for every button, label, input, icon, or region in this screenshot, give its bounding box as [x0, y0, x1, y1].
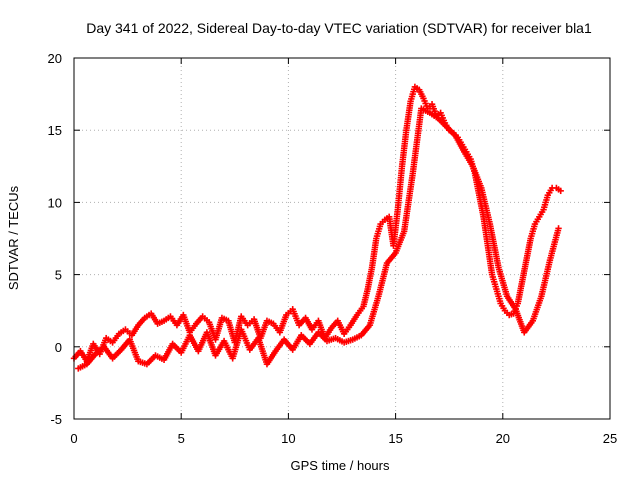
y-tick-label: 0 [55, 340, 62, 355]
x-axis-label: GPS time / hours [291, 458, 390, 473]
data-points [70, 83, 564, 372]
x-tick-label: 15 [388, 431, 402, 446]
x-tick-label: 10 [281, 431, 295, 446]
y-tick-label: 20 [48, 51, 62, 66]
x-tick-label: 5 [178, 431, 185, 446]
y-axis-label: SDTVAR / TECUs [6, 185, 21, 290]
x-tick-label: 25 [603, 431, 617, 446]
y-tick-label: 5 [55, 268, 62, 283]
x-tick-label: 20 [496, 431, 510, 446]
chart-title: Day 341 of 2022, Sidereal Day-to-day VTE… [86, 20, 592, 36]
data-point [557, 187, 564, 195]
y-tick-label: 10 [48, 195, 62, 210]
tick-labels: 0 5 10 15 20 25 -5 0 5 10 15 20 [48, 51, 618, 446]
data-point [555, 225, 562, 232]
y-tick-label: -5 [50, 412, 62, 427]
y-tick-label: 15 [48, 123, 62, 138]
plot-frame [73, 57, 611, 420]
x-tick-label: 0 [70, 431, 77, 446]
axis-ticks [73, 57, 611, 420]
